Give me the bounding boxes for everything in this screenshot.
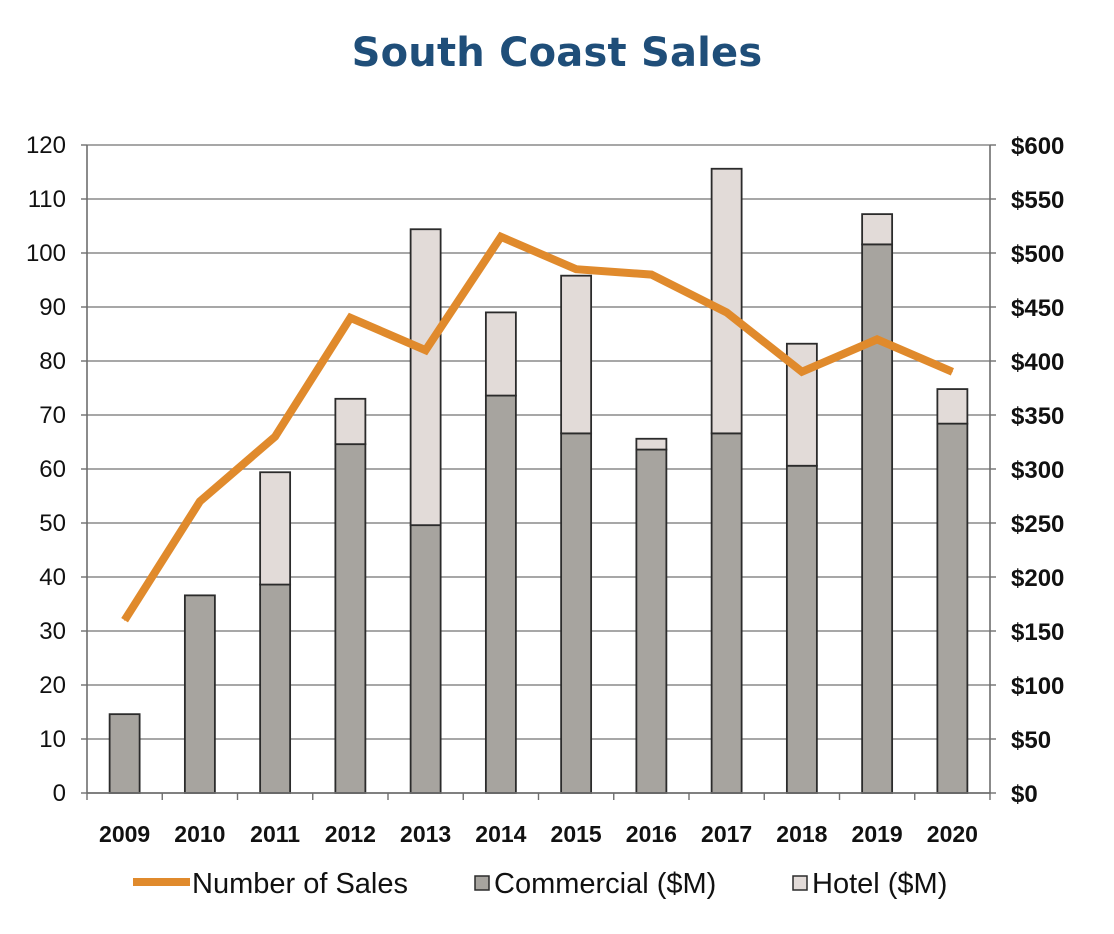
- x-tick-label: 2010: [174, 821, 225, 847]
- bar-commercial-2017: [710, 432, 743, 794]
- bar-commercial-2018: [785, 464, 818, 794]
- legend: Number of Sales Commercial ($M) Hotel ($M): [133, 868, 947, 900]
- y-left-tick-label: 100: [26, 240, 66, 267]
- y-right-tick-label: $600: [1011, 133, 1064, 160]
- y-right-tick-label: $150: [1011, 619, 1064, 646]
- y-right-tick-label: $100: [1011, 673, 1064, 700]
- bar-hotel-2020: [936, 388, 969, 425]
- sales-point-2013: [425, 349, 427, 351]
- bars: [108, 167, 969, 794]
- legend-swatch-commercial: [474, 875, 490, 891]
- y-right-tick-label: $0: [1011, 781, 1038, 808]
- y-left-tick-label: 120: [26, 132, 66, 159]
- sales-point-2018: [801, 371, 803, 373]
- y-left-tick-label: 20: [39, 672, 66, 699]
- x-tick-label: 2011: [250, 821, 300, 847]
- x-tick-label: 2018: [776, 821, 827, 847]
- sales-point-2012: [349, 317, 351, 319]
- bar-hotel-2015: [560, 274, 593, 435]
- bar-hotel-2012: [334, 397, 367, 446]
- y-right-tick-label: $50: [1011, 727, 1051, 754]
- bar-hotel-2011: [259, 471, 292, 586]
- y-right-tick-label: $500: [1011, 241, 1064, 268]
- y-left-tick-label: 70: [39, 402, 66, 429]
- bar-commercial-2012: [334, 443, 367, 794]
- bar-hotel-2013: [409, 228, 442, 527]
- x-tick-label: 2019: [852, 821, 903, 847]
- y-right-tick-label: $250: [1011, 511, 1064, 538]
- y-left-tick-label: 30: [39, 618, 66, 645]
- y-right-tick-label: $300: [1011, 457, 1064, 484]
- x-tick-label: 2013: [400, 821, 451, 847]
- bar-commercial-2009: [108, 713, 141, 794]
- x-tick-label: 2020: [927, 821, 978, 847]
- legend-swatch-hotel: [792, 875, 808, 891]
- sales-point-2019: [876, 338, 878, 340]
- sales-point-2017: [726, 311, 728, 313]
- sales-point-2010: [199, 500, 201, 502]
- y-left-tick-label: 80: [39, 348, 66, 375]
- bar-commercial-2013: [409, 524, 442, 794]
- y-right-tick-label: $200: [1011, 565, 1064, 592]
- sales-point-2014: [500, 236, 502, 238]
- bar-commercial-2015: [560, 432, 593, 794]
- x-tick-label: 2017: [701, 821, 752, 847]
- bar-commercial-2019: [861, 243, 894, 794]
- y-right-tick-label: $450: [1011, 295, 1064, 322]
- bar-commercial-2011: [259, 583, 292, 794]
- y-left-tick-label: 50: [39, 510, 66, 537]
- y-right-tick-label: $350: [1011, 403, 1064, 430]
- sales-line: [121, 231, 954, 623]
- bar-hotel-2019: [861, 213, 894, 246]
- chart-title: South Coast Sales: [351, 30, 763, 76]
- legend-label-number-of-sales: Number of Sales: [192, 868, 408, 900]
- y-left-tick-label: 10: [39, 726, 66, 753]
- bar-commercial-2014: [484, 394, 517, 794]
- y-left-tick-label: 110: [28, 186, 66, 213]
- x-tick-label: 2012: [325, 821, 376, 847]
- sales-line-path: [121, 231, 954, 623]
- y-right-tick-label: $550: [1011, 187, 1064, 214]
- y-left-tick-label: 60: [39, 456, 66, 483]
- bar-commercial-2010: [183, 594, 216, 794]
- sales-point-2020: [951, 371, 953, 373]
- legend-label-commercial: Commercial ($M): [494, 868, 716, 900]
- y-left-tick-label: 0: [53, 780, 66, 807]
- bar-hotel-2017: [710, 167, 743, 435]
- x-tick-label: 2009: [99, 821, 150, 847]
- bar-hotel-2016: [635, 437, 668, 451]
- bar-commercial-2016: [635, 448, 668, 794]
- y-left-tick-label: 40: [39, 564, 66, 591]
- sales-point-2009: [124, 619, 126, 621]
- y-right-tick-label: $400: [1011, 349, 1064, 376]
- x-tick-label: 2016: [626, 821, 677, 847]
- sales-point-2016: [650, 274, 652, 276]
- x-tick-label: 2015: [551, 821, 602, 847]
- bar-hotel-2014: [484, 311, 517, 397]
- tick-labels: 0 10 20 30 40 50 60 70 80 90 100 110 120 $0 $50 $100 $15…: [26, 132, 1064, 847]
- y-left-tick-label: 90: [39, 294, 66, 321]
- sales-point-2011: [274, 436, 276, 438]
- axes: [81, 144, 996, 800]
- bar-commercial-2020: [936, 422, 969, 794]
- x-tick-label: 2014: [475, 821, 526, 847]
- sales-point-2015: [575, 268, 577, 270]
- gridlines: [87, 144, 990, 740]
- legend-label-hotel: Hotel ($M): [812, 868, 947, 900]
